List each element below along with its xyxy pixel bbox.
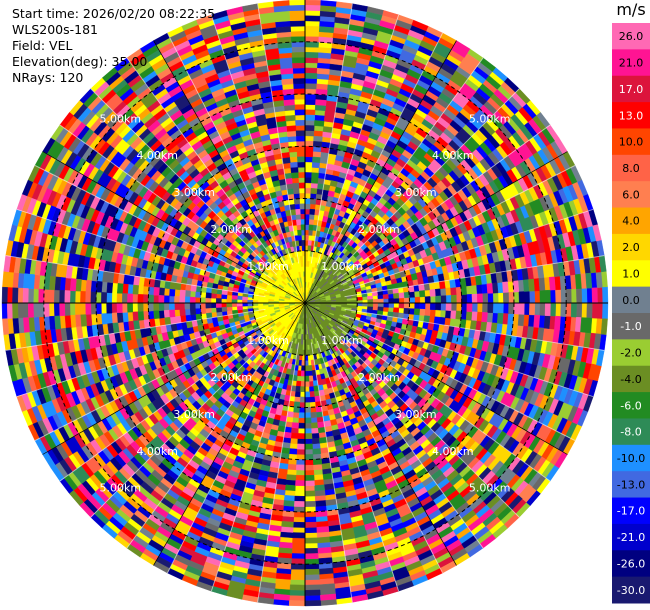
colorbar-swatch	[612, 471, 650, 499]
colorbar-tick-label: 8.0	[622, 162, 640, 175]
azimuth-line	[304, 302, 457, 566]
azimuth-line	[42, 151, 306, 304]
colorbar-swatch	[612, 365, 650, 393]
ring-label: 5.00km	[100, 112, 142, 125]
colorbar-swatch	[612, 497, 650, 525]
colorbar-tick-label: -26.0	[617, 557, 645, 570]
ring-label: 1.00km	[321, 260, 363, 273]
azimuth-line	[304, 302, 568, 455]
ring-label: 3.00km	[395, 186, 437, 199]
colorbar-tick-label: -2.0	[620, 347, 641, 360]
colorbar-swatch	[612, 550, 650, 578]
instrument-label: WLS200s-181	[12, 22, 98, 37]
ring-label: 4.00km	[136, 445, 178, 458]
colorbar-tick-label: -8.0	[620, 426, 641, 439]
colorbar-tick-label: -17.0	[617, 505, 645, 518]
ring-label: 3.00km	[173, 186, 215, 199]
colorbar-tick-label: -10.0	[617, 452, 645, 465]
colorbar-tick-label: -6.0	[620, 399, 641, 412]
colorbar-tick-label: 2.0	[622, 241, 640, 254]
ring-label: 3.00km	[173, 408, 215, 421]
colorbar-tick-label: 26.0	[619, 30, 644, 43]
colorbar-tick-label: 1.0	[622, 267, 640, 280]
colorbar-tick-label: -30.0	[617, 584, 645, 597]
ring-label: 4.00km	[432, 445, 474, 458]
colorbar-tick-label: 0.0	[622, 294, 640, 307]
ring-label: 1.00km	[247, 260, 289, 273]
ring-label: 1.00km	[247, 334, 289, 347]
ring-label: 5.00km	[100, 482, 142, 495]
colorbar-swatch	[612, 313, 650, 340]
colorbar-swatch	[612, 49, 650, 77]
colorbar-tick-label: 17.0	[619, 83, 644, 96]
colorbar-swatch	[612, 392, 650, 419]
colorbar-swatch	[612, 444, 650, 472]
colorbar-swatch	[612, 23, 650, 50]
ring-label: 4.00km	[136, 149, 178, 162]
elevation-label: Elevation(deg): 35.00	[12, 54, 148, 69]
colorbar-swatch	[612, 233, 650, 261]
ring-label: 2.00km	[358, 371, 400, 384]
azimuth-line	[153, 40, 306, 304]
colorbar-swatch	[612, 418, 650, 446]
colorbar-tick-label: 21.0	[619, 57, 644, 70]
ring-label: 5.00km	[469, 482, 511, 495]
ring-label: 5.00km	[469, 112, 511, 125]
field-label: Field: VEL	[12, 38, 73, 53]
azimuth-line	[304, 40, 457, 304]
colorbar-tick-label: 4.0	[622, 215, 640, 228]
start-time-label: Start time: 2026/02/20 08:22:35	[12, 6, 216, 21]
colorbar-swatch	[612, 576, 650, 604]
colorbar-swatch	[612, 523, 650, 551]
azimuth-line	[42, 302, 306, 455]
colorbar-tick-label: 13.0	[619, 109, 644, 122]
colorbar-tick-label: 10.0	[619, 136, 644, 149]
colorbar-swatch	[612, 154, 650, 182]
colorbar-swatch	[612, 260, 650, 288]
azimuth-line	[304, 151, 568, 304]
ring-label: 1.00km	[321, 334, 363, 347]
colorbar-tick-label: -1.0	[620, 320, 641, 333]
colorbar-tick-label: -4.0	[620, 373, 641, 386]
colorbar-unit: m/s	[616, 0, 646, 19]
ring-label: 2.00km	[358, 223, 400, 236]
ring-label: 2.00km	[210, 223, 252, 236]
ring-label: 3.00km	[395, 408, 437, 421]
azimuth-line	[153, 302, 306, 566]
colorbar-tick-label: 6.0	[622, 188, 640, 201]
nrays-label: NRays: 120	[12, 70, 84, 85]
colorbar-tick-label: -13.0	[617, 478, 645, 491]
colorbar-tick-label: -21.0	[617, 531, 645, 544]
colorbar-swatch	[612, 207, 650, 235]
scan-info: Start time: 2026/02/20 08:22:35 WLS200s-…	[12, 6, 215, 86]
colorbar-swatch	[612, 181, 650, 209]
colorbar-swatch	[612, 102, 650, 129]
ring-label: 4.00km	[432, 149, 474, 162]
colorbar-swatch	[612, 339, 650, 367]
colorbar-swatch	[612, 75, 650, 103]
colorbar-swatch	[612, 128, 650, 156]
ring-label: 2.00km	[210, 371, 252, 384]
colorbar-swatch	[612, 286, 650, 314]
